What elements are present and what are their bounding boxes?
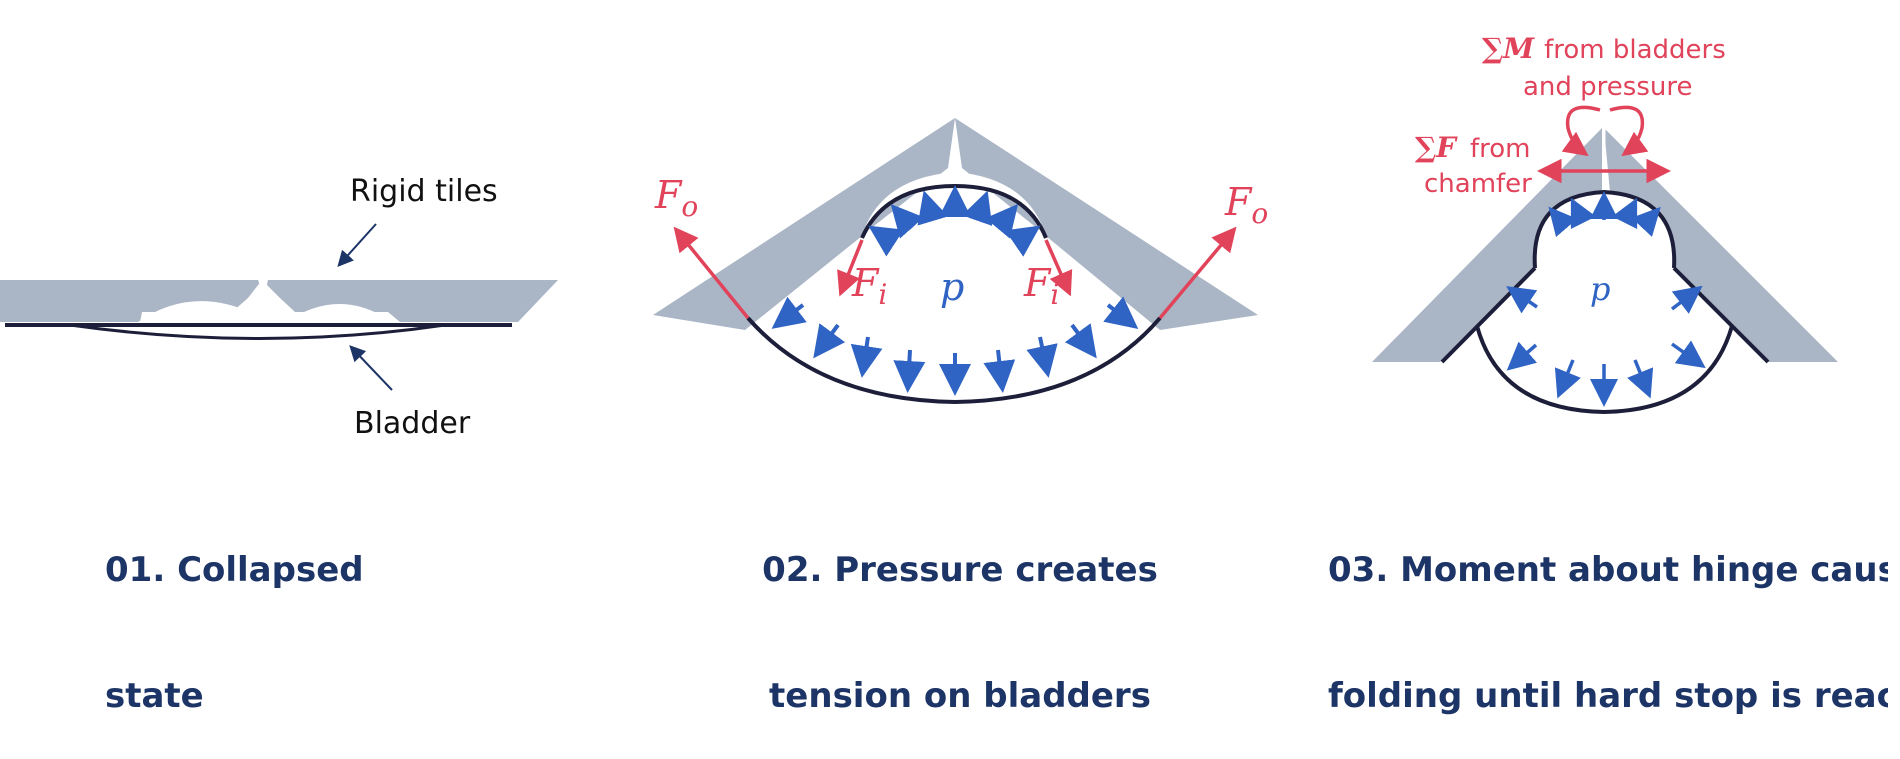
inner-force-label-right: Fi	[1023, 261, 1059, 311]
rigid-tile-left	[653, 118, 955, 330]
bladder-pocket-right	[286, 304, 392, 322]
rigid-tiles-label: Rigid tiles	[350, 174, 498, 209]
pressure-arrow	[1064, 323, 1097, 359]
pressure-arrow	[1631, 206, 1661, 237]
caption-line: tension on bladders	[769, 676, 1151, 716]
caption-line: 03. Moment about hinge causes	[1328, 550, 1888, 590]
outer-force-label-left: Fo	[654, 173, 698, 223]
outer-force-label-right: Fo	[1224, 180, 1268, 230]
pressure-arrow	[1506, 341, 1538, 371]
rigid-tile-right	[1604, 128, 1838, 362]
panel-pressure: Fo Fo Fi Fi p	[653, 118, 1268, 405]
moment-label-line2: and pressure	[1523, 72, 1692, 102]
caption-collapsed: 01. Collapsed state	[105, 465, 364, 759]
pressure-arrow	[1548, 206, 1578, 238]
caption-line: 02. Pressure creates	[762, 550, 1158, 590]
panel-folded: ∑M from bladders and pressure ∑F from cham…	[1372, 32, 1838, 415]
pressure-arrow	[771, 296, 807, 329]
bladder-edge-left	[1440, 266, 1537, 364]
pressure-arrow	[1026, 336, 1058, 378]
pressure-arrow	[1612, 197, 1638, 230]
pressure-label: p	[1590, 270, 1610, 308]
pressure-arrow	[890, 204, 924, 239]
pressure-arrow	[1554, 359, 1581, 399]
pressure-label: p	[940, 265, 964, 309]
moment-arrow-right	[1609, 105, 1649, 157]
bladder-label: Bladder	[354, 406, 471, 441]
force-arrows	[673, 226, 1237, 320]
outer-force-arrow-right	[1158, 226, 1237, 320]
chamfer-force-label-line2: chamfer	[1424, 169, 1532, 199]
pressure-arrow	[813, 323, 846, 359]
pressure-arrow	[1570, 197, 1596, 230]
rigid-tile-left	[1372, 128, 1602, 362]
inner-force-label-left: Fi	[851, 261, 887, 311]
center-notch	[258, 280, 268, 298]
pressure-arrow	[850, 336, 883, 378]
pressure-arrow	[1005, 225, 1041, 257]
pointer-bladder	[349, 345, 393, 391]
bladder	[69, 323, 446, 340]
bladder-lower	[1475, 325, 1734, 415]
rigid-tile-right	[955, 118, 1258, 330]
pointer-tiles	[337, 223, 377, 267]
chamfer-force-label: ∑F from	[1415, 131, 1530, 164]
pressure-arrow	[1627, 359, 1654, 399]
pressure-arrow	[1103, 296, 1139, 329]
pressure-arrow	[917, 190, 949, 226]
caption-folded: 03. Moment about hinge causes folding un…	[1328, 465, 1888, 759]
caption-line: folding until hard stop is reached	[1328, 676, 1888, 716]
panel-collapsed: Rigid tiles Bladder	[0, 174, 558, 441]
moment-label: ∑M from bladders	[1482, 32, 1726, 65]
moment-arrows	[1561, 105, 1649, 157]
pressure-arrow	[961, 190, 993, 226]
pressure-arrow	[1506, 286, 1538, 314]
pressure-arrow	[868, 225, 904, 257]
bladder-lower	[746, 316, 1162, 405]
inner-force-arrow-right	[1044, 239, 1073, 297]
caption-line: state	[105, 676, 204, 716]
outer-force-arrow-left	[673, 226, 750, 320]
pressure-arrow	[985, 203, 1019, 239]
bladder-pocket	[862, 172, 1046, 240]
caption-pressure: 02. Pressure creates tension on bladders	[760, 465, 1160, 759]
pressure-arrow	[893, 349, 926, 393]
pressure-arrow	[1670, 340, 1706, 369]
bladder-pocket-left	[138, 301, 256, 322]
moment-arrow-left	[1561, 105, 1601, 157]
inner-force-arrow-left	[837, 239, 864, 297]
pressure-arrow	[1670, 285, 1703, 314]
pressure-arrows	[1506, 191, 1706, 407]
diagram-canvas: Rigid tiles Bladder	[0, 32, 1838, 441]
pressure-arrows	[771, 185, 1139, 396]
caption-line: 01. Collapsed	[105, 550, 364, 590]
pressure-arrow	[983, 349, 1016, 393]
bladder-edge-right	[1672, 266, 1770, 364]
